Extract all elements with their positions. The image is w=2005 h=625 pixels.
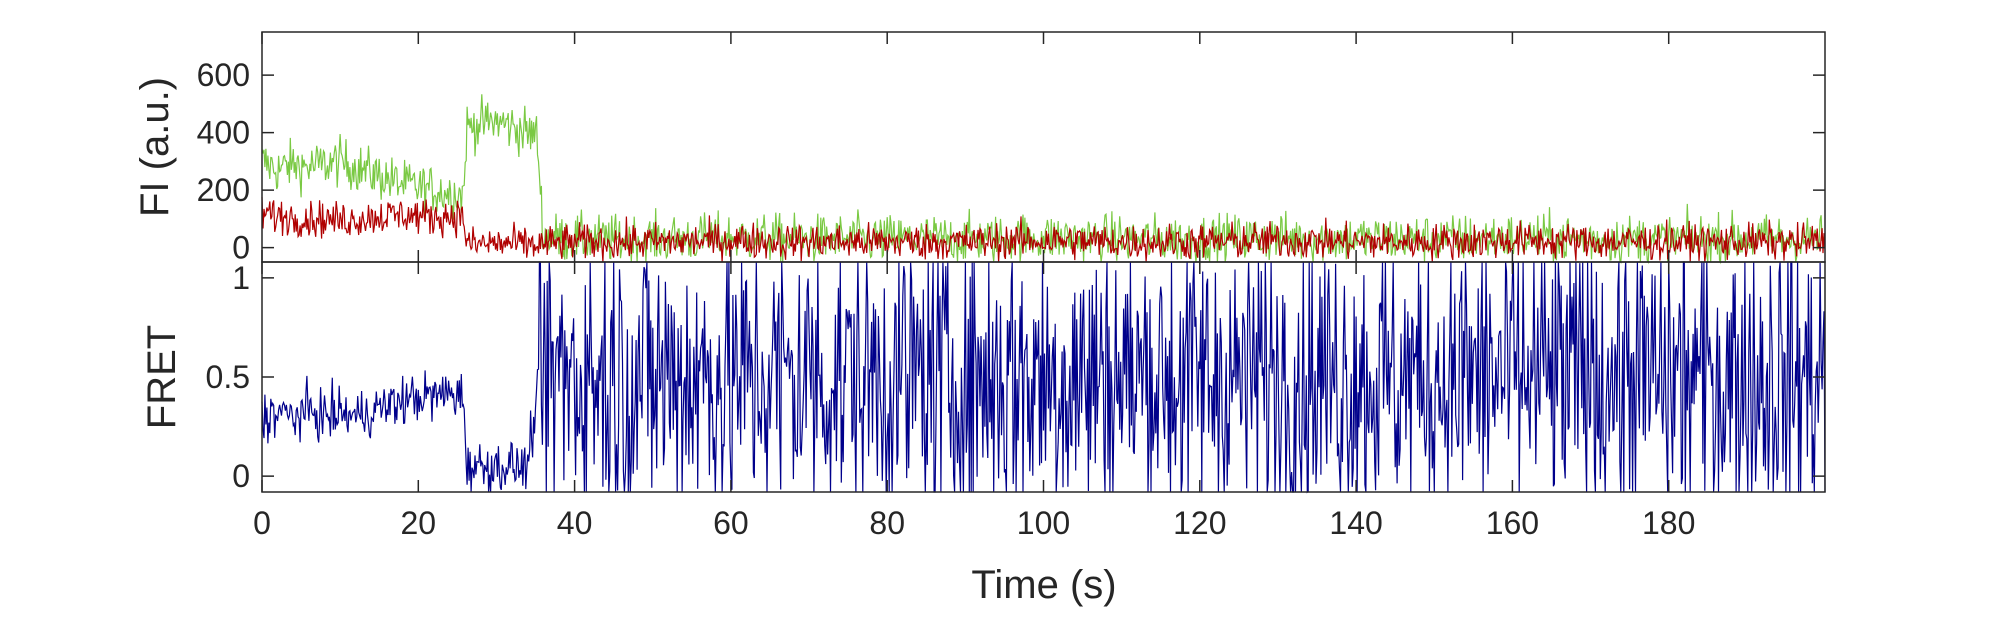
y-tick-label: 1 bbox=[232, 260, 250, 296]
y-tick-label: 0.5 bbox=[206, 359, 250, 395]
time-x-ticks: 0 20 40 60 80 100 120 140 160 180 bbox=[253, 262, 1695, 541]
y-tick-label: 0 bbox=[232, 458, 250, 494]
acceptor-trace bbox=[261, 196, 1826, 263]
fluorescence-plot-area bbox=[261, 94, 1826, 265]
y-tick-label: 400 bbox=[197, 115, 250, 151]
x-tick-label: 140 bbox=[1329, 505, 1382, 541]
x-tick-label: 80 bbox=[869, 505, 905, 541]
x-tick-label: 40 bbox=[557, 505, 593, 541]
x-tick-label: 100 bbox=[1017, 505, 1070, 541]
fret-trace bbox=[261, 261, 1826, 494]
fluorescence-y-axis-label: FI (a.u.) bbox=[133, 77, 177, 217]
time-x-axis-label: Time (s) bbox=[971, 563, 1116, 607]
x-tick-label: 20 bbox=[401, 505, 437, 541]
y-tick-label: 0 bbox=[232, 230, 250, 266]
x-tick-label: 120 bbox=[1173, 505, 1226, 541]
fret-y-ticks: 00.51 bbox=[206, 260, 1825, 494]
x-tick-label: 0 bbox=[253, 505, 271, 541]
y-tick-label: 200 bbox=[197, 172, 250, 208]
donor-trace bbox=[261, 94, 1826, 265]
fret-y-axis-label: FRET bbox=[140, 325, 184, 429]
fluorescence-panel: 0 200 400 600 FI (a.u.) bbox=[133, 31, 1826, 266]
fret-panel: 00.51 0 20 40 60 80 100 120 140 160 180 FRET Time… bbox=[140, 260, 1826, 607]
x-tick-label: 180 bbox=[1642, 505, 1695, 541]
fluorescence-y-ticks: 0 200 400 600 bbox=[197, 32, 1825, 266]
fret-plot-area bbox=[261, 261, 1826, 494]
x-tick-label: 60 bbox=[713, 505, 749, 541]
y-tick-label: 600 bbox=[197, 57, 250, 93]
x-tick-label: 160 bbox=[1486, 505, 1539, 541]
